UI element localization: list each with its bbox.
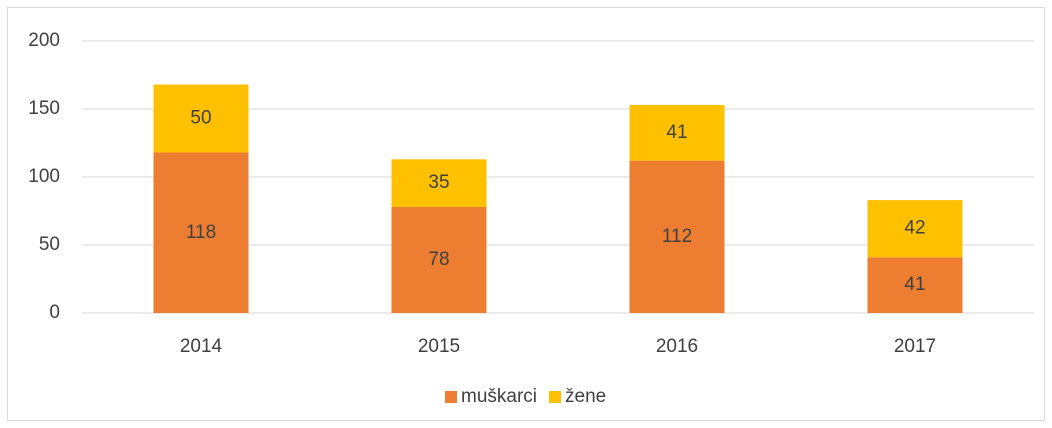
- bar-segment: [629, 160, 725, 313]
- y-tick-label: 200: [28, 30, 60, 51]
- legend-label: žene: [565, 386, 606, 407]
- y-tick-label: 0: [49, 302, 60, 323]
- legend-swatch: [549, 391, 562, 403]
- x-tick-label: 2015: [418, 336, 460, 357]
- bar-segment: [153, 84, 249, 153]
- data-label: 112: [662, 226, 692, 247]
- y-tick-label: 100: [28, 166, 60, 187]
- bar-segment: [391, 159, 487, 207]
- bar-segment: [391, 206, 487, 313]
- data-label: 42: [904, 218, 925, 239]
- bar-segment: [867, 257, 963, 313]
- y-tick-label: 150: [28, 98, 60, 119]
- x-tick-label: 2017: [894, 336, 936, 357]
- data-label: 35: [428, 172, 449, 193]
- y-tick-label: 50: [39, 234, 60, 255]
- data-label: 78: [428, 249, 449, 270]
- x-tick-label: 2016: [656, 336, 698, 357]
- data-label: 50: [190, 108, 211, 129]
- data-label: 118: [186, 222, 216, 243]
- legend-label: muškarci: [461, 386, 537, 407]
- bar-segment: [629, 104, 725, 161]
- legend-swatch: [445, 391, 457, 403]
- data-label: 41: [666, 122, 687, 143]
- bar-segment: [867, 200, 963, 258]
- bar-segment: [153, 152, 249, 313]
- data-label: 41: [904, 274, 925, 295]
- x-tick-label: 2014: [180, 336, 223, 357]
